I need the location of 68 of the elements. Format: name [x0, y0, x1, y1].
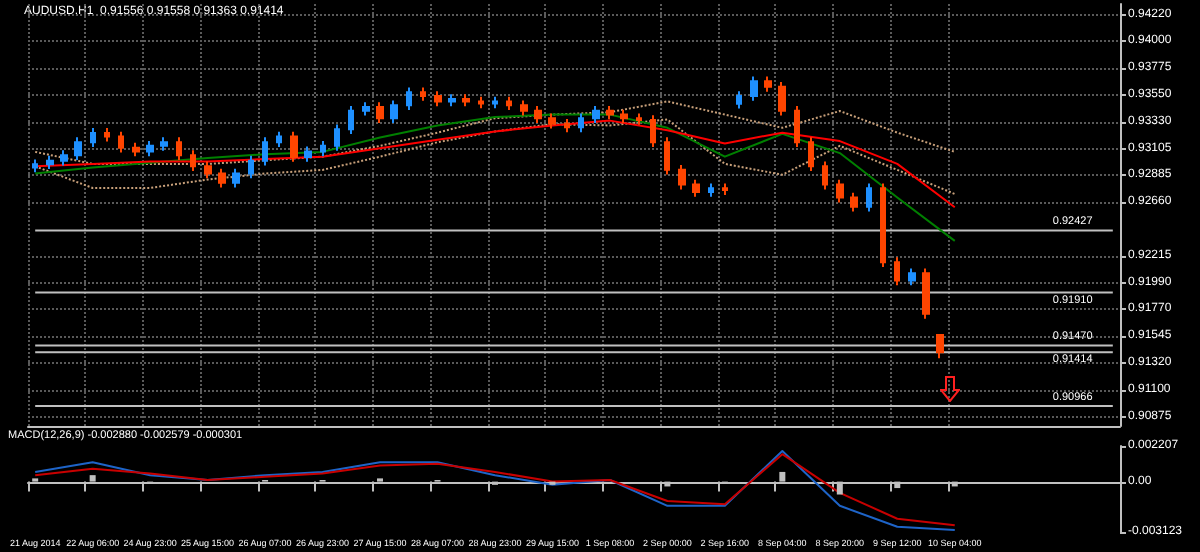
- candlestick: [922, 267, 930, 320]
- candlestick: [176, 136, 182, 161]
- candlestick: [708, 182, 714, 198]
- candlestick: [778, 81, 786, 117]
- candlestick: [204, 160, 212, 180]
- candlestick: [578, 112, 584, 134]
- candlestick: [104, 127, 110, 143]
- candlestick: [750, 75, 758, 102]
- candlestick: [320, 140, 326, 158]
- candlestick: [722, 182, 728, 196]
- candlestick: [406, 86, 412, 112]
- candlestick: [420, 86, 426, 102]
- candlestick: [390, 99, 398, 125]
- candlestick: [850, 191, 858, 213]
- candlestick: [678, 163, 686, 191]
- candlestick: [894, 256, 900, 287]
- candlestick: [880, 182, 886, 268]
- candlestick: [90, 127, 96, 148]
- candlestick: [46, 154, 54, 171]
- candlestick: [822, 160, 828, 191]
- candlestick: [664, 136, 670, 176]
- candlestick: [478, 95, 484, 110]
- candlestick: [132, 141, 140, 158]
- candlestick: [218, 167, 226, 189]
- candlestick: [794, 104, 800, 148]
- candlestick: [290, 130, 298, 163]
- candlestick: [190, 149, 196, 172]
- candlestick: [606, 104, 614, 121]
- candlestick: [836, 178, 844, 204]
- candlestick: [60, 149, 68, 167]
- line-series: [34, 113, 956, 242]
- candlestick: [262, 136, 268, 167]
- candlestick: [592, 104, 600, 125]
- candlestick: [334, 123, 340, 152]
- candlestick: [348, 104, 354, 136]
- candlestick: [506, 95, 512, 112]
- line-series: [34, 119, 956, 209]
- candlestick: [276, 130, 282, 148]
- candlestick: [146, 140, 154, 158]
- candlestick: [548, 112, 556, 130]
- candlestick: [376, 101, 384, 125]
- candlestick: [448, 93, 456, 108]
- candlestick: [564, 117, 570, 134]
- candlestick: [908, 267, 916, 287]
- candlestick: [534, 104, 542, 125]
- candlestick: [304, 145, 312, 163]
- candlestick: [764, 75, 772, 93]
- candlestick: [636, 112, 642, 126]
- candlestick: [434, 90, 442, 108]
- candlestick: [866, 182, 872, 213]
- candlestick: [32, 158, 38, 174]
- candlestick: [808, 136, 814, 172]
- candlestick: [362, 101, 370, 117]
- candlestick: [462, 93, 470, 108]
- candlestick: [736, 90, 742, 110]
- candlestick: [74, 136, 82, 161]
- candlestick: [492, 95, 498, 110]
- candlestick: [692, 178, 700, 198]
- candlestick: [650, 114, 656, 148]
- candlestick: [936, 333, 944, 360]
- candlestick: [620, 108, 628, 125]
- candlestick: [118, 130, 124, 154]
- line-series: [34, 118, 956, 195]
- candlestick: [232, 167, 240, 189]
- candlestick: [248, 154, 254, 180]
- candlestick: [160, 136, 168, 152]
- line-series: [34, 100, 956, 165]
- candlestick: [520, 99, 528, 117]
